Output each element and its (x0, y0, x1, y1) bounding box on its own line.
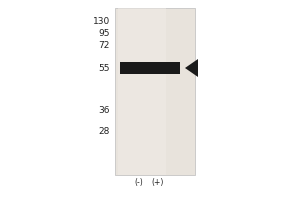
Bar (115, 8, 195, 175)
Text: 55: 55 (98, 64, 110, 73)
Text: 95: 95 (98, 28, 110, 38)
Text: 130: 130 (93, 18, 110, 26)
Text: 72: 72 (99, 40, 110, 49)
Text: (-): (-) (135, 178, 143, 186)
Bar (118, 8, 166, 175)
Polygon shape (185, 59, 198, 77)
Text: 36: 36 (98, 106, 110, 114)
Text: 28: 28 (99, 128, 110, 136)
Bar (120, 62, 180, 74)
Text: (+): (+) (152, 178, 164, 186)
